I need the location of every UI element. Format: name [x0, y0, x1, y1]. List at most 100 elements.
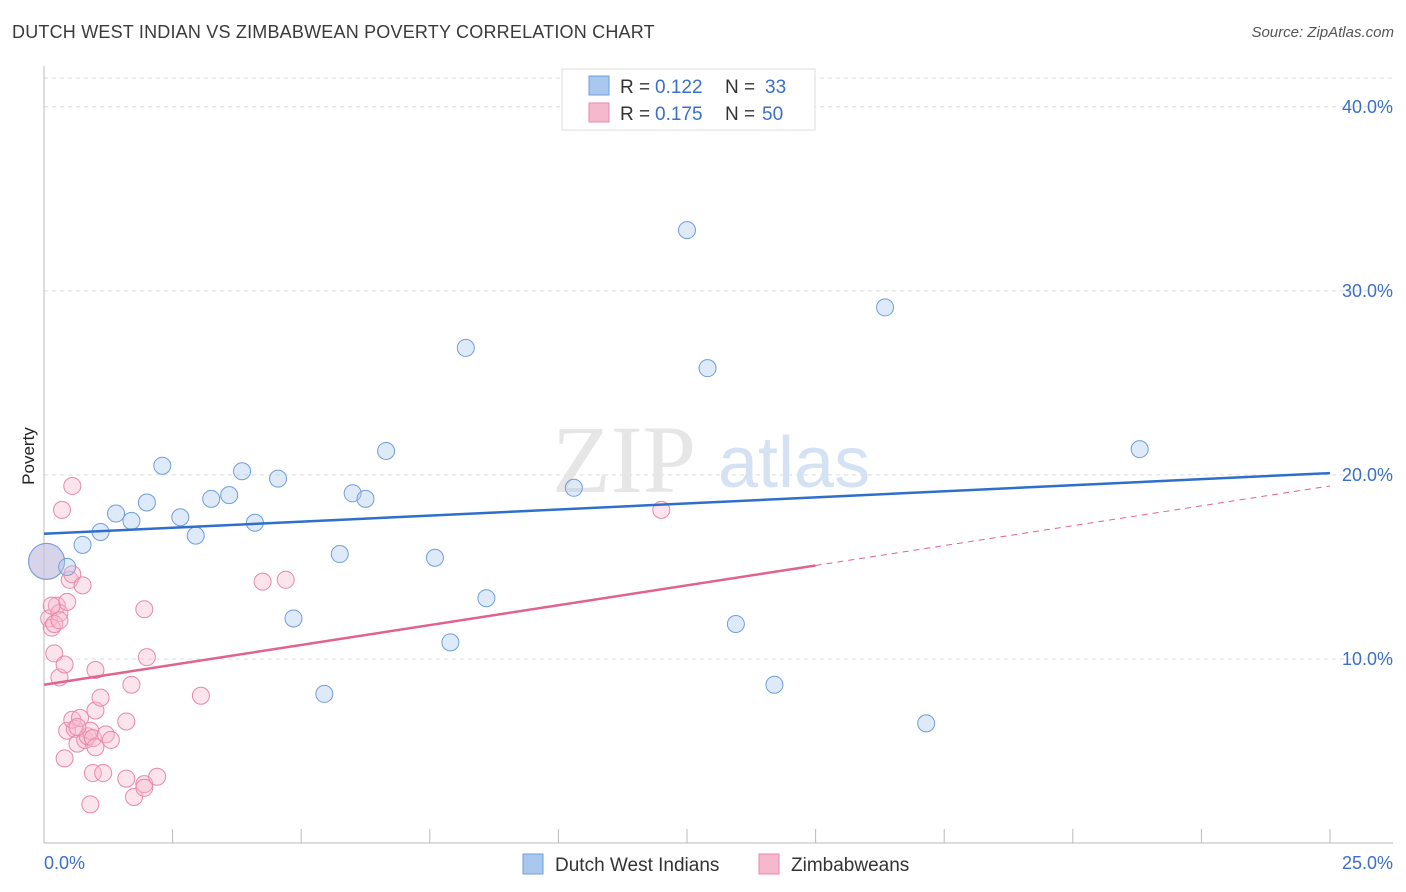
y-tick-label: 40.0% [1342, 97, 1393, 117]
data-point [202, 489, 221, 508]
data-point [96, 725, 115, 744]
legend-n-label-1: N = [725, 77, 755, 98]
legend: R = 0.122 N = 33 R = 0.175 N = 50 [561, 68, 816, 131]
bottom-legend-label-1: Dutch West Indians [555, 855, 719, 876]
y-tick-labels: 10.0% 20.0% 30.0% 40.0% [1342, 97, 1393, 669]
data-point [68, 718, 87, 737]
data-point [117, 769, 136, 788]
legend-n-value-1: 33 [765, 77, 786, 98]
y-tick-label: 30.0% [1342, 281, 1393, 301]
data-point [698, 359, 717, 378]
data-point [315, 684, 334, 703]
y-tick-label: 20.0% [1342, 465, 1393, 485]
bottom-legend-swatch-blue [522, 853, 544, 875]
data-point [86, 738, 105, 757]
legend-n-label-2: N = [725, 104, 755, 125]
legend-swatch-blue [588, 75, 610, 96]
data-point [148, 767, 167, 786]
bottom-legend: Dutch West Indians Zimbabweans [522, 853, 909, 876]
data-point [284, 609, 303, 628]
legend-r-label-2: R = [620, 104, 650, 125]
data-point [58, 557, 77, 576]
data-point [122, 511, 141, 530]
legend-r-label-1: R = [620, 77, 650, 98]
data-point [1130, 440, 1149, 459]
chart-title: DUTCH WEST INDIAN VS ZIMBABWEAN POVERTY … [12, 22, 655, 42]
data-point [28, 542, 66, 580]
data-point [186, 526, 205, 545]
series-zimbabweans-points [28, 476, 671, 814]
data-point [220, 486, 239, 505]
data-point [191, 686, 210, 705]
data-point [91, 688, 110, 707]
axes [43, 66, 1393, 844]
data-point [86, 660, 105, 679]
data-point [917, 714, 936, 733]
data-point [55, 655, 74, 674]
data-point [135, 778, 154, 797]
watermark: ZIP atlas [552, 406, 870, 513]
data-point [94, 764, 113, 783]
data-point [876, 298, 895, 317]
data-point [45, 614, 64, 633]
data-point [50, 611, 69, 630]
data-point [269, 469, 288, 488]
data-point [171, 508, 190, 527]
data-point [47, 596, 66, 615]
data-point [125, 787, 144, 806]
data-point [253, 572, 272, 591]
bottom-legend-swatch-pink [758, 853, 780, 875]
data-point [330, 545, 349, 564]
data-point [101, 730, 120, 749]
data-point [678, 221, 696, 240]
data-point [122, 675, 141, 694]
data-point [58, 592, 77, 611]
data-point [137, 493, 156, 512]
data-point [55, 749, 74, 768]
data-point [441, 633, 460, 652]
data-point [42, 596, 61, 615]
watermark-atlas: atlas [718, 423, 870, 503]
data-point [83, 764, 102, 783]
legend-swatch-pink [588, 102, 610, 123]
data-point [73, 535, 92, 554]
data-point [73, 576, 92, 595]
data-point [117, 712, 136, 731]
source-label: Source: ZipAtlas.com [1251, 24, 1394, 41]
data-point [477, 589, 496, 608]
trend-line-dutch-west-indians [43, 471, 1331, 536]
y-tick-label: 10.0% [1342, 649, 1393, 669]
data-point [726, 614, 745, 633]
x-tick-label-min: 0.0% [44, 853, 85, 873]
trend-lines [43, 471, 1331, 686]
data-point [425, 548, 444, 567]
trend-line-zimbabweans-extrapolated [815, 485, 1331, 566]
data-point [63, 476, 82, 495]
data-point [58, 721, 77, 740]
data-point [53, 500, 72, 519]
data-point [45, 644, 64, 663]
legend-n-value-2: 50 [762, 104, 783, 125]
data-point [276, 570, 295, 589]
watermark-zip: ZIP [552, 406, 696, 513]
data-point [135, 600, 154, 619]
data-point [456, 338, 475, 357]
data-point [153, 456, 172, 475]
legend-r-value-2: 0.175 [655, 104, 703, 125]
legend-r-value-1: 0.122 [655, 77, 703, 98]
bottom-legend-label-2: Zimbabweans [791, 855, 909, 876]
gridlines [44, 77, 1393, 660]
data-point [233, 462, 252, 481]
data-point [765, 675, 784, 694]
y-axis-label: Poverty [19, 427, 38, 485]
data-point [377, 441, 396, 460]
data-point [137, 648, 156, 667]
data-point [107, 504, 126, 523]
data-point [356, 489, 375, 508]
series-dutch-west-indians-points [28, 221, 1149, 733]
x-tick-label-max: 25.0% [1342, 853, 1393, 873]
trend-line-zimbabweans [43, 564, 816, 686]
data-point [564, 478, 583, 497]
data-point [81, 795, 100, 814]
